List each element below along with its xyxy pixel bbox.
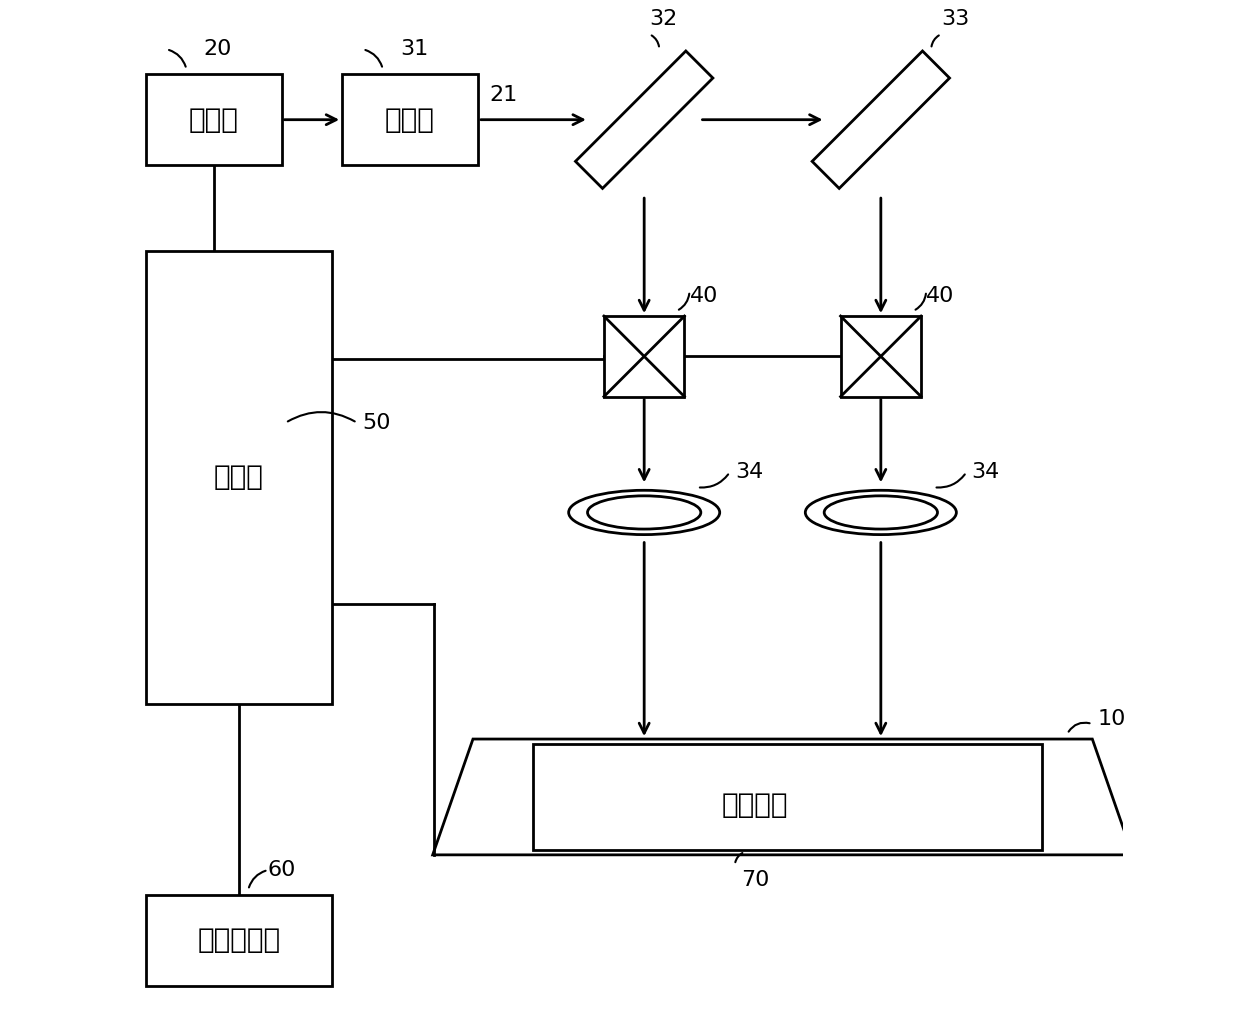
Bar [342, 74, 478, 165]
Text: 40: 40 [690, 286, 718, 306]
Text: 40: 40 [926, 286, 954, 306]
Text: 10: 10 [1097, 709, 1125, 729]
Text: 33: 33 [941, 9, 969, 29]
Text: 32: 32 [649, 9, 677, 29]
Text: 控制器: 控制器 [214, 463, 264, 492]
Bar [146, 251, 332, 703]
Text: 34: 34 [972, 462, 1000, 482]
Polygon shape [812, 51, 950, 188]
Text: 激光器: 激光器 [188, 105, 239, 133]
Polygon shape [576, 51, 713, 188]
Bar [841, 316, 921, 397]
Text: 位置采集器: 位置采集器 [197, 927, 280, 954]
Text: 60: 60 [267, 860, 296, 880]
Text: 21: 21 [489, 85, 517, 104]
Bar [146, 74, 281, 165]
Text: 70: 70 [740, 870, 769, 890]
Ellipse shape [568, 491, 719, 535]
Text: 34: 34 [735, 462, 763, 482]
Polygon shape [433, 739, 1133, 855]
Bar [146, 896, 332, 985]
Text: 31: 31 [400, 39, 428, 59]
Bar [604, 316, 685, 397]
Ellipse shape [805, 491, 957, 535]
Text: 扩束镜: 扩束镜 [385, 105, 435, 133]
Bar [534, 744, 1042, 850]
Text: 20: 20 [203, 39, 232, 59]
Text: 50: 50 [363, 413, 391, 433]
Text: 加工平台: 加工平台 [722, 790, 789, 818]
